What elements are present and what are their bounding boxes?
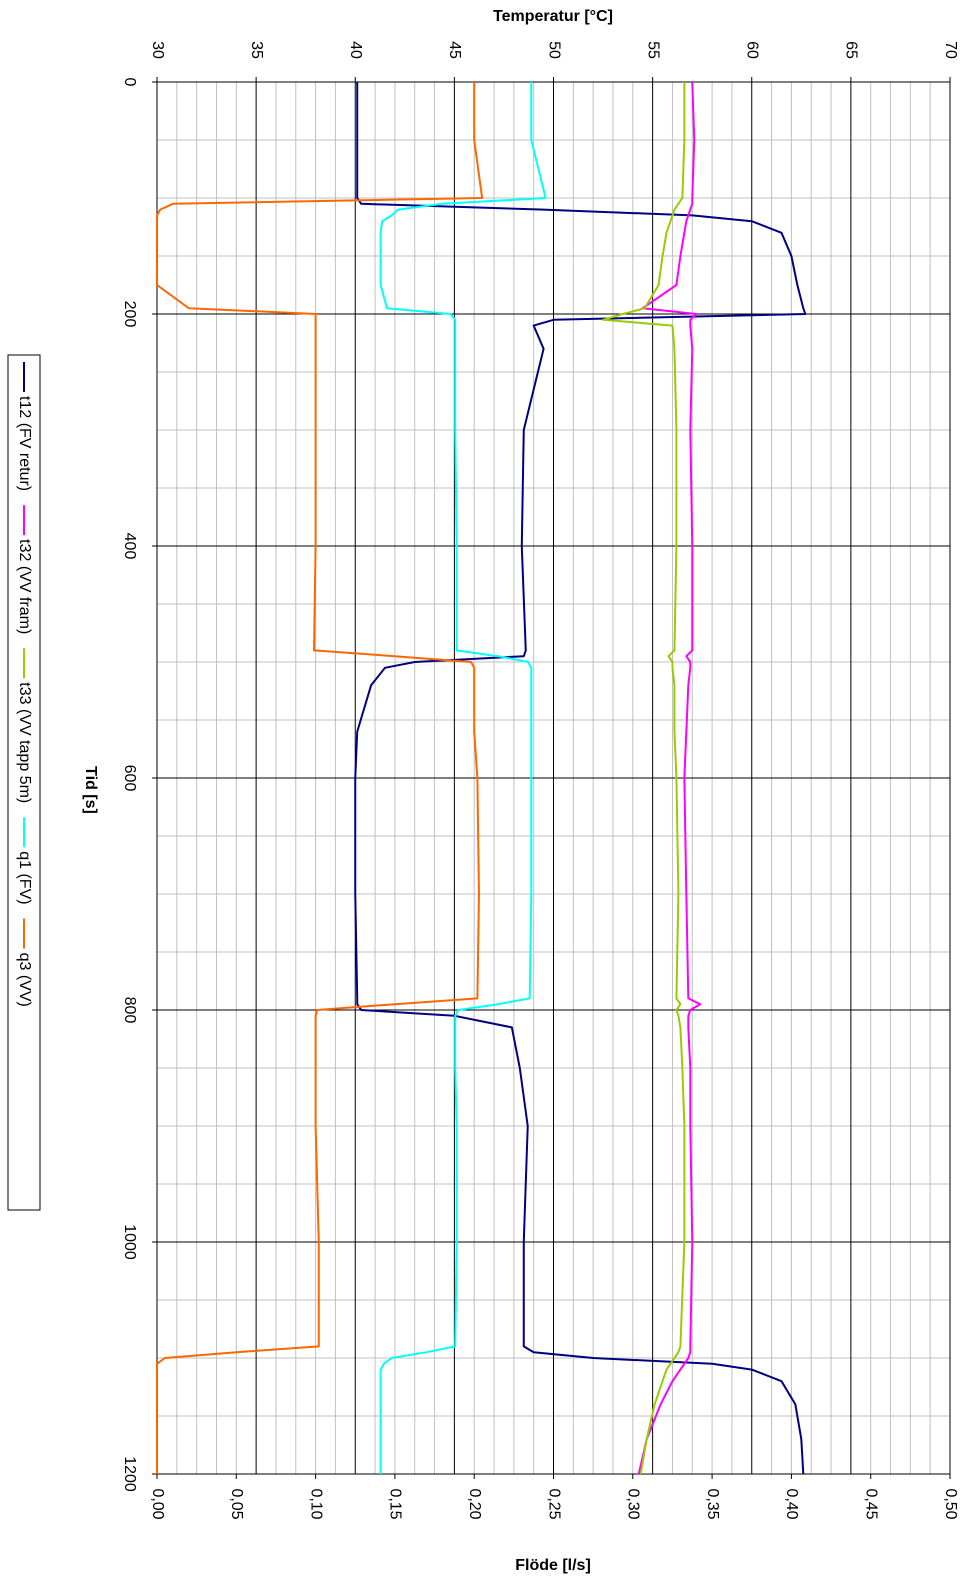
y-tick-label: 55 — [644, 41, 661, 59]
series-line — [637, 81, 702, 1475]
y-tick-label: 45 — [446, 41, 463, 59]
legend-box — [7, 354, 41, 1211]
y-tick-label: 35 — [248, 41, 265, 59]
y-tick-label: 60 — [744, 41, 761, 59]
x-tick-label: 600 — [121, 765, 138, 792]
y2-tick-label: 0,00 — [149, 1488, 166, 1519]
y2-tick-label: 0,45 — [862, 1488, 879, 1519]
series-line — [602, 82, 686, 1475]
legend-label: q3 (VV) — [16, 953, 33, 1007]
legend-label: t12 (FV retur) — [16, 396, 33, 491]
x-tick-label: 1000 — [121, 1224, 138, 1260]
y-tick-label: 40 — [347, 41, 364, 59]
y2-tick-label: 0,30 — [625, 1488, 642, 1519]
y-tick-label: 50 — [545, 41, 562, 59]
x-tick-label: 800 — [121, 997, 138, 1024]
x-tick-label: 1200 — [121, 1456, 138, 1492]
legend-label: q1 (FV) — [16, 851, 33, 904]
y-tick-label: 70 — [942, 41, 959, 59]
plot-border — [156, 81, 951, 1475]
y2-tick-label: 0,20 — [466, 1488, 483, 1519]
x-axis-title: Tid [s] — [82, 766, 99, 814]
x-tick-label: 200 — [121, 301, 138, 328]
x-tick-label: 400 — [121, 533, 138, 560]
y2-axis-title: Flöde [l/s] — [515, 1557, 591, 1574]
y2-tick-label: 0,35 — [704, 1488, 721, 1519]
legend-label: t32 (VV fram) — [16, 539, 33, 634]
y2-tick-label: 0,50 — [942, 1488, 959, 1519]
series-line — [354, 82, 807, 1475]
y-tick-label: 30 — [149, 41, 166, 59]
x-tick-label: 0 — [121, 78, 138, 87]
series-line — [156, 82, 484, 1474]
legend-label: t33 (VV tapp 5m) — [16, 682, 33, 803]
y-tick-label: 65 — [843, 41, 860, 59]
series-line — [379, 82, 547, 1474]
y2-tick-label: 0,40 — [783, 1488, 800, 1519]
y2-tick-label: 0,05 — [228, 1488, 245, 1519]
y2-tick-label: 0,10 — [307, 1488, 324, 1519]
chart-title: Temperatur [°C] — [493, 8, 613, 25]
y2-tick-label: 0,15 — [387, 1488, 404, 1519]
y2-tick-label: 0,25 — [545, 1488, 562, 1519]
